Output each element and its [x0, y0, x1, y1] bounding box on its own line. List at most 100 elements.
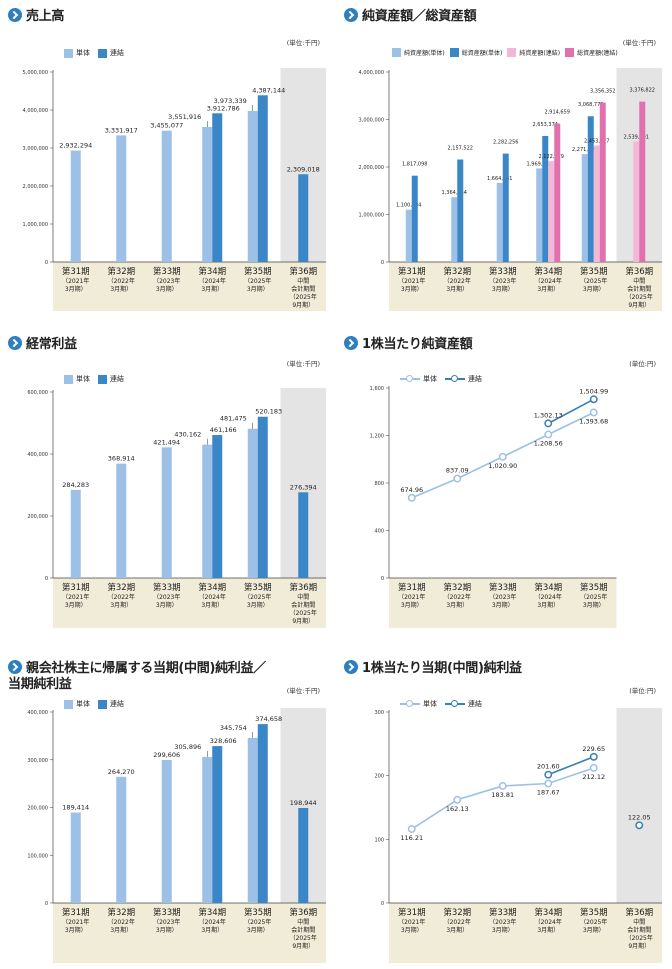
x-category-sublabel: 3月期） [401, 285, 423, 293]
assets-chart: 0 1,000,000 2,000,000 3,000,000 4,000,000 第31… [359, 68, 662, 311]
legend-swatch-consolidated [98, 699, 107, 709]
bar-data-label: 1,969,958 [527, 161, 552, 167]
legend-label-single: 単体 [76, 700, 90, 708]
x-category-sublabel: 3月期） [537, 601, 559, 609]
line-data-label: 183.81 [491, 791, 514, 799]
x-category-sublabel: （2025年 [290, 934, 317, 942]
line-point-単体 [498, 782, 507, 790]
x-category-sublabel: 3月期） [110, 285, 132, 293]
legend-item-total-single: 総資産額(単体) [449, 48, 502, 57]
bar-単体 [161, 447, 172, 578]
x-category-sublabel: 3月期） [492, 285, 514, 293]
bar-data-label: 2,157,522 [448, 146, 473, 152]
bar-単体 [247, 111, 258, 262]
x-category-label: 第31期 [62, 582, 90, 593]
bar-純資産額(単体) [536, 168, 543, 262]
legend-line-single [400, 375, 420, 383]
x-category-sublabel: 9月期） [628, 301, 650, 309]
x-category-sublabel: （2022年 [108, 918, 135, 926]
eps-chart: 0100200300第31期（2021年3月期）第32期（2022年3月期）第3… [374, 708, 662, 963]
bar-data-label: 3,912,786 [207, 104, 240, 112]
bar-総資産額(単体) [411, 175, 418, 262]
bar-data-label: 461,166 [210, 426, 237, 434]
bar-data-label: 421,494 [153, 438, 180, 446]
ordinary-unit: (単位:千円) [286, 360, 320, 368]
bar-単体 [247, 737, 258, 903]
bar-data-label: 2,653,374 [533, 122, 558, 128]
legend-item-consolidated: 連結 [98, 48, 124, 58]
bar-data-label: 198,944 [290, 799, 317, 807]
legend-line-consolidated [445, 375, 465, 383]
x-category-sublabel: （2025年 [580, 277, 607, 285]
x-category-label: 第35期 [580, 266, 608, 277]
bar-単体 [70, 150, 81, 262]
bar-連結 [257, 724, 268, 903]
y-tick-label: 0 [381, 576, 384, 582]
x-category-sublabel: （2025年 [244, 277, 271, 285]
x-category-sublabel: （2025年 [290, 293, 317, 301]
x-category-sublabel: 3月期） [156, 926, 178, 934]
x-category-label: 第32期 [443, 907, 471, 918]
assets-title-text: 純資産額／総資産額 [362, 9, 477, 24]
legend-line-single [400, 700, 420, 708]
legend-swatch-net-consolidated [507, 48, 517, 57]
bar-data-label: 2,539,601 [624, 134, 649, 140]
line-point-単体 [407, 825, 416, 833]
line-point-連結 [544, 770, 553, 779]
bps-title-text: 1株当たり純資産額 [362, 337, 473, 352]
y-tick-label: 3,000,000 [359, 118, 384, 124]
ordinary-title-text: 経常利益 [26, 337, 77, 352]
x-category-sublabel: 中間 [297, 593, 309, 601]
x-category-sublabel: （2024年 [535, 593, 562, 601]
eps-legend: 単体 連結 [400, 699, 490, 709]
legend-label-total-consolidated: 総資産額(連結) [577, 50, 618, 57]
legend-label-consolidated: 連結 [468, 375, 482, 383]
x-category-label: 第34期 [198, 266, 226, 277]
legend-item-total-consolidated: 総資産額(連結) [565, 48, 618, 57]
bar-data-label: 1,664,061 [487, 176, 512, 182]
bar-純資産額(単体) [496, 182, 503, 262]
x-category-sublabel: 3月期） [446, 601, 468, 609]
x-category-label: 第35期 [580, 907, 608, 918]
line-point-単体 [544, 430, 553, 439]
sales-title-text: 売上高 [26, 9, 65, 24]
x-category-sublabel: （2023年 [489, 918, 516, 926]
net-income-chart-panel: 親会社株主に帰属する当期(中間)純利益／ 当期純利益 (単位:千円) 単体 連結 … [8, 660, 328, 965]
legend-label-net-single: 純資産額(単体) [404, 50, 445, 57]
bar-data-label: 299,606 [153, 751, 180, 759]
line-point-連結 [589, 395, 598, 404]
line-data-label: 201.60 [537, 763, 560, 771]
bar-単体 [161, 130, 172, 262]
bps-unit: (単位:円) [629, 360, 656, 368]
x-category-label: 第31期 [398, 582, 426, 593]
bar-data-label: 520,183 [255, 408, 282, 416]
x-category-sublabel: 3月期） [537, 285, 559, 293]
y-tick-label: 5,000,000 [23, 70, 48, 76]
x-category-label: 第33期 [153, 907, 181, 918]
net-income-title-line1: 親会社株主に帰属する当期(中間)純利益／ [26, 661, 266, 676]
bar-data-label: 264,270 [108, 768, 135, 776]
y-tick-label: 1,600 [370, 386, 384, 392]
line-data-label: 837.09 [446, 467, 469, 475]
bar-純資産額(単体) [451, 197, 458, 262]
x-category-label: 第34期 [534, 907, 562, 918]
x-category-sublabel: 会計期間 [627, 926, 651, 934]
x-category-sublabel: 会計期間 [291, 926, 315, 934]
y-tick-label: 400,000 [27, 452, 48, 458]
x-category-sublabel: 3月期） [247, 601, 269, 609]
legend-swatch-single [64, 699, 73, 709]
y-tick-label: 400 [374, 529, 384, 535]
y-tick-label: 200,000 [27, 806, 48, 812]
x-category-label: 第33期 [489, 582, 517, 593]
y-tick-label: 4,000,000 [23, 108, 48, 114]
legend-item-net-single: 純資産額(単体) [392, 48, 445, 57]
legend-item-single: 単体 [64, 48, 90, 58]
line-point-単体 [453, 474, 462, 483]
line-data-label: 1,504.99 [579, 387, 608, 395]
line-data-label: 187.67 [537, 789, 560, 797]
bps-chart-panel: 1株当たり純資産額 (単位:円) 単体 連結 0 400 800 1,200 1,600… [344, 336, 664, 636]
bar-連結 [257, 95, 268, 262]
interim-band [280, 262, 326, 311]
ordinary-legend: 単体 連結 [64, 374, 132, 384]
legend-swatch-single [64, 374, 73, 384]
